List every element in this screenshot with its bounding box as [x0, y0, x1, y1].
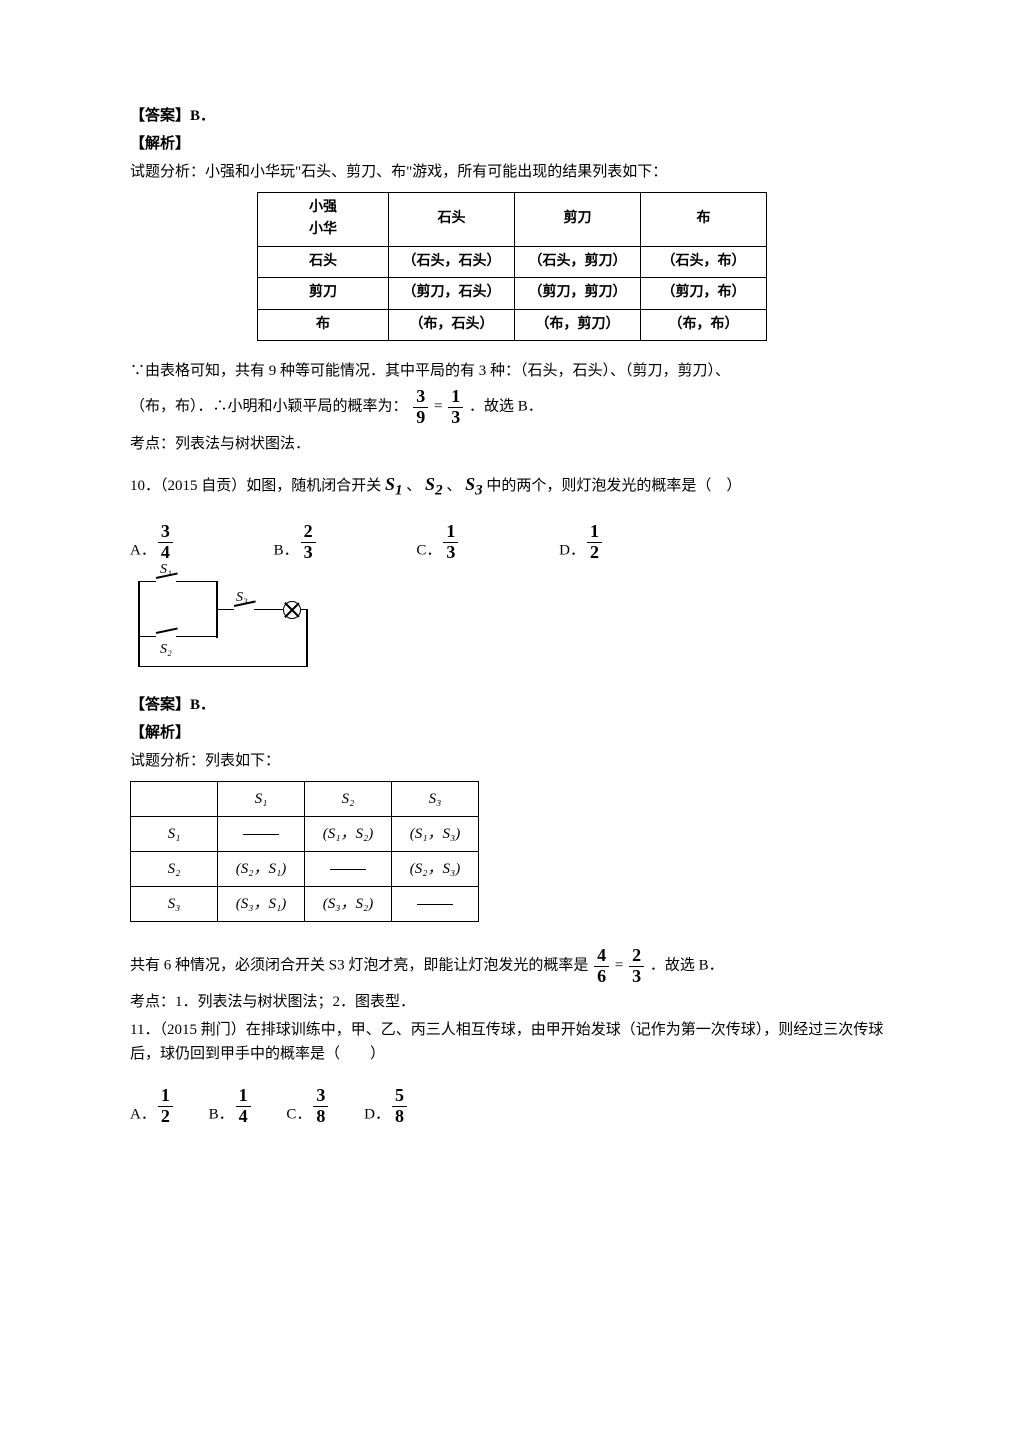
q9-outcome-table: 小强 小华 石头 剪刀 布 石头 （石头，石头） （石头，剪刀） （石头，布） …: [257, 192, 767, 341]
q10-analysis-label: 【解析】: [130, 721, 894, 745]
q10-kaodian: 考点：1．列表法与树状图法；2．图表型．: [130, 990, 894, 1014]
q9-frac2: 13: [448, 387, 463, 428]
q11-options: A．12 B．14 C．38 D．58: [130, 1086, 894, 1127]
q10-s1: S1: [385, 474, 403, 494]
q10-s2: S2: [425, 474, 443, 494]
q10t-r2c0: (S₃，S₁): [218, 886, 305, 921]
q10-s3: S3: [465, 474, 483, 494]
q10-conc-b: ．故选 B．: [650, 957, 724, 973]
q9-analysis-label: 【解析】: [130, 132, 894, 156]
circuit-s1-label: S₁: [160, 559, 172, 581]
q10t-h2: S₂: [305, 781, 392, 816]
q10t-r0c1: (S₁，S₂): [305, 816, 392, 851]
q10-options: A．34 B．23 C．13 D．12: [130, 522, 894, 563]
q10-conclusion: 共有 6 种情况，必须闭合开关 S3 灯泡才亮，即能让灯泡发光的概率是 46 =…: [130, 946, 894, 987]
q10-sep2: 、: [446, 478, 461, 494]
q11-opt-d: D．58: [364, 1086, 409, 1127]
q10-opt-c: C．13: [416, 522, 460, 563]
q9-conc-a: （布，布）．∴小明和小颖平局的概率为：: [130, 399, 408, 415]
q10t-r1c2: (S₂，S₃): [392, 851, 479, 886]
q10t-r2c1: (S₃，S₂): [305, 886, 392, 921]
q9-r1c1: （剪刀，剪刀）: [515, 278, 641, 309]
q10-opt-d: D．12: [559, 522, 604, 563]
circuit-s3-label: S₃: [236, 587, 248, 609]
q10-analysis-intro: 试题分析：列表如下：: [130, 749, 894, 773]
q10t-r2h: S₃: [131, 886, 218, 921]
q9-answer: 【答案】B．: [130, 104, 894, 128]
q9-row2-h: 布: [258, 309, 389, 340]
q9-conclusion-line2: （布，布）．∴小明和小颖平局的概率为： 39 = 13 ．故选 B．: [130, 387, 894, 428]
q9-r0c0: （石头，石头）: [389, 246, 515, 277]
q9-col0: 石头: [389, 193, 515, 247]
q10t-r1c1: [305, 851, 392, 886]
q10-opt-a: A．34: [130, 522, 175, 563]
q9-r0c2: （石头，布）: [641, 246, 767, 277]
q10-fracA: 46: [594, 946, 609, 987]
q10-stem-a: 10．（2015 自贡）如图，随机闭合开关: [130, 478, 385, 494]
q10t-r1c0: (S₂，S₁): [218, 851, 305, 886]
q9-left-header: 小华: [309, 222, 337, 237]
q10t-h0: [131, 781, 218, 816]
q10t-r0c0: [218, 816, 305, 851]
q10-sep1: 、: [406, 478, 421, 494]
q10-circuit-diagram: S₁ S₂ S₃: [138, 581, 318, 681]
q10t-r2c2: [392, 886, 479, 921]
q9-eq: =: [434, 399, 442, 415]
q10-conc-a: 共有 6 种情况，必须闭合开关 S3 灯泡才亮，即能让灯泡发光的概率是: [130, 957, 592, 973]
q9-row1-h: 剪刀: [258, 278, 389, 309]
q11-opt-c: C．38: [286, 1086, 330, 1127]
q9-kaodian: 考点：列表法与树状图法．: [130, 432, 894, 456]
q10t-r1h: S₂: [131, 851, 218, 886]
q9-col1: 剪刀: [515, 193, 641, 247]
q10-stem: 10．（2015 自贡）如图，随机闭合开关 S1 、 S2 、 S3 中的两个，…: [130, 470, 894, 503]
q11-opt-b: B．14: [209, 1086, 253, 1127]
q10-switch-table: S₁ S₂ S₃ S₁ (S₁，S₂) (S₁，S₃) S₂ (S₂，S₁) (…: [130, 781, 479, 922]
q9-r1c0: （剪刀，石头）: [389, 278, 515, 309]
q9-r0c1: （石头，剪刀）: [515, 246, 641, 277]
q9-row0-h: 石头: [258, 246, 389, 277]
q9-analysis-intro: 试题分析：小强和小华玩"石头、剪刀、布"游戏，所有可能出现的结果列表如下：: [130, 160, 894, 184]
q9-r2c1: （布，剪刀）: [515, 309, 641, 340]
q9-frac1: 39: [413, 387, 428, 428]
q9-conc-tail: ．故选 B．: [469, 399, 543, 415]
q10t-h1: S₁: [218, 781, 305, 816]
q10-answer: 【答案】B．: [130, 693, 894, 717]
circuit-s2-label: S₂: [160, 639, 172, 661]
q9-top-header: 小强: [309, 200, 337, 215]
q10-eq: =: [615, 957, 623, 973]
q10-fracB: 23: [629, 946, 644, 987]
q9-r2c2: （布，布）: [641, 309, 767, 340]
q10-stem-b: 中的两个，则灯泡发光的概率是（ ）: [486, 478, 741, 494]
q9-conclusion-pre: ∵由表格可知，共有 9 种等可能情况．其中平局的有 3 种：（石头，石头）、（剪…: [130, 359, 894, 383]
q10-opt-b: B．23: [274, 522, 318, 563]
q9-col2: 布: [641, 193, 767, 247]
q11-opt-a: A．12: [130, 1086, 175, 1127]
q9-r2c0: （布，石头）: [389, 309, 515, 340]
bulb-icon: [283, 601, 301, 619]
q9-r1c2: （剪刀，布）: [641, 278, 767, 309]
q10t-h3: S₃: [392, 781, 479, 816]
q10t-r0c2: (S₁，S₃): [392, 816, 479, 851]
q11-stem: 11．（2015 荆门）在排球训练中，甲、乙、丙三人相互传球，由甲开始发球（记作…: [130, 1018, 894, 1066]
q10t-r0h: S₁: [131, 816, 218, 851]
